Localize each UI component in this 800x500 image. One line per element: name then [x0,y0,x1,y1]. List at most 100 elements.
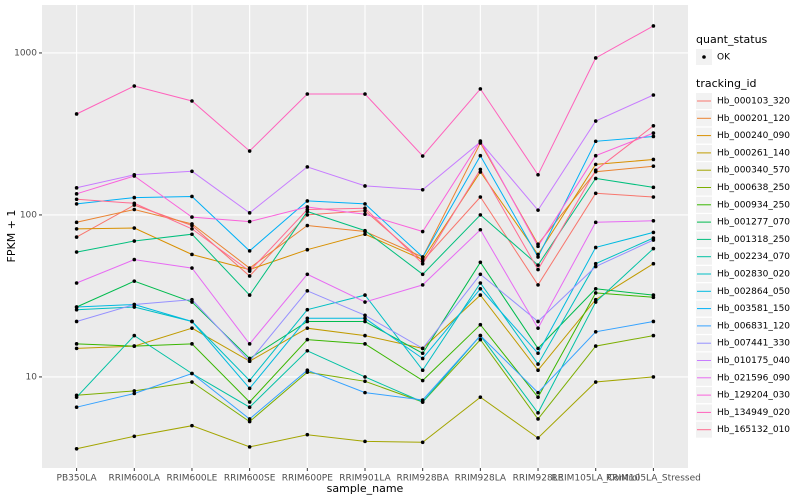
data-point [190,99,194,103]
legend-label: Hb_000261_140 [717,148,790,158]
data-point [363,375,367,379]
data-point [363,206,367,211]
data-point [478,322,483,327]
data-point [420,440,425,445]
data-point [651,185,656,190]
legend-label: Hb_010175_040 [717,356,790,366]
data-point [247,417,252,421]
data-point [132,302,137,307]
data-point [478,333,483,338]
data-point [536,208,540,212]
data-point [593,139,598,144]
data-point [247,386,252,391]
data-point [536,346,540,351]
data-point [247,359,252,364]
data-point [420,187,425,192]
data-point [363,342,367,346]
data-point [305,207,310,212]
data-point [305,165,310,169]
x-tick-label: RRIM928BA [396,474,449,484]
legend-label: Hb_000103_320 [717,97,790,107]
data-point [247,149,252,153]
data-point [190,423,194,428]
data-point [651,238,656,242]
data-point [363,202,367,206]
x-tick-label: PB350LA [57,474,98,484]
legend-label: Hb_001277_070 [717,218,790,228]
data-point [74,446,79,451]
data-point [478,139,483,143]
data-point [651,293,656,297]
data-point [651,134,656,139]
data-point [478,153,483,158]
data-point [305,368,310,373]
data-point [247,419,252,424]
data-point [74,197,79,202]
data-point [420,378,425,383]
y-tick-label: 100 [20,210,37,220]
data-point [305,319,310,324]
data-point [190,297,194,302]
data-point [651,219,656,223]
data-point [247,269,252,273]
data-point [536,326,540,330]
data-point [536,417,540,421]
data-point [651,333,656,338]
data-point [593,344,598,348]
data-point [74,186,79,190]
legend-label: Hb_000240_090 [717,131,790,141]
data-point [536,255,540,259]
data-point [74,305,79,309]
data-point [74,395,79,399]
data-point [478,227,483,232]
data-point [420,398,425,402]
data-point [420,346,425,351]
data-point [74,192,79,196]
data-point [593,261,598,266]
data-point [190,227,194,231]
data-point [247,445,252,449]
data-point [363,293,367,297]
data-point [478,281,483,285]
data-point [74,227,79,231]
x-tick-label: RRIM105LA_Control [551,474,640,484]
data-point [420,368,425,373]
legend-label: Hb_129204_030 [717,391,790,401]
legend: quant_status OK tracking_id Hb_000103_320 Hb… [696,33,790,438]
data-point [74,342,79,346]
data-point [651,164,656,168]
data-point [74,319,79,324]
data-point [190,326,194,330]
data-point [305,272,310,277]
data-point [651,261,656,266]
data-point [190,319,194,324]
data-point [363,228,367,233]
data-point [420,272,425,277]
x-tick-label: RRIM928LE [513,474,564,484]
x-tick-label: RRIM901LA [339,474,391,484]
y-tick-label: 10 [26,372,38,382]
data-point [132,239,137,243]
legend-title: tracking_id [696,77,757,90]
data-point [651,131,656,135]
data-point [305,316,310,321]
legend-label: Hb_000638_250 [717,183,790,193]
data-point [132,257,137,262]
data-point [593,245,598,250]
data-point [363,209,367,213]
data-point [132,391,137,396]
data-point [74,235,79,239]
data-point [651,24,656,28]
data-point [305,307,310,312]
data-point [190,380,194,384]
data-point [190,222,194,226]
data-point [651,195,656,199]
data-point [190,252,194,257]
data-point [247,342,252,346]
data-point [651,93,656,97]
data-point [132,226,137,230]
data-point [593,220,598,225]
data-point [305,289,310,293]
legend-label: OK [717,53,731,63]
